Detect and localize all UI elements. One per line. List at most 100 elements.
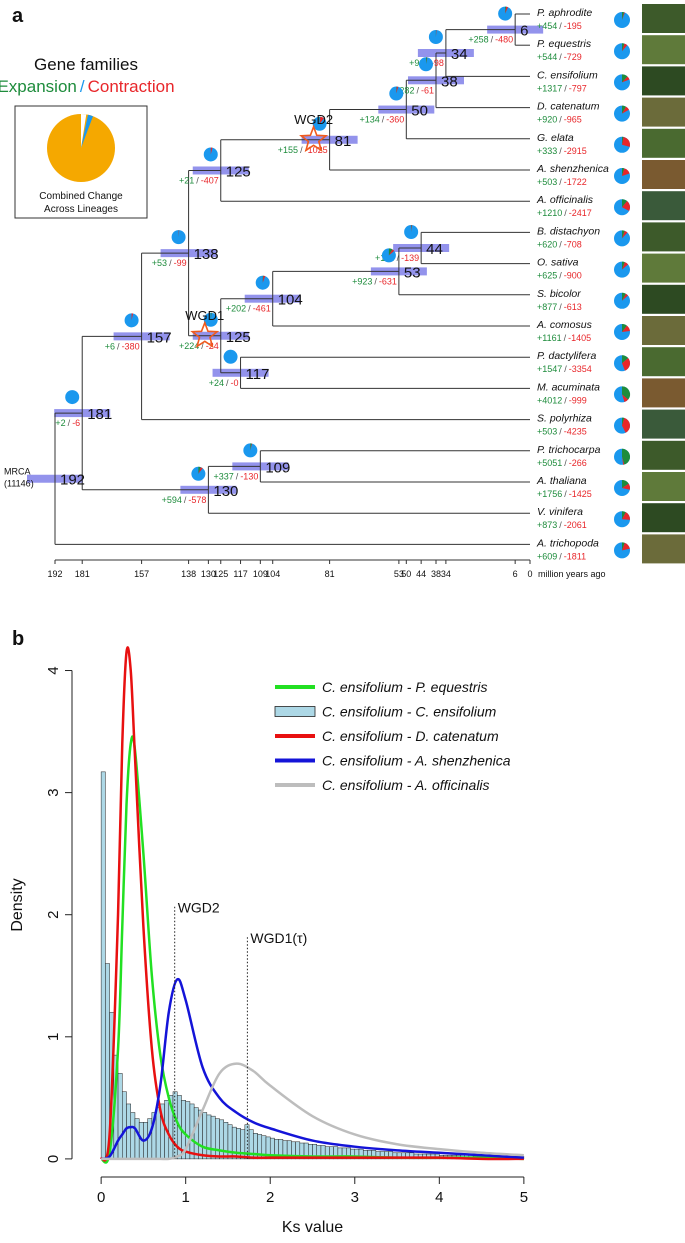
loss-label: -130 [240, 471, 258, 481]
separator: / [68, 418, 71, 428]
pie-slice [622, 200, 630, 211]
gain-label: +202 [226, 304, 246, 314]
species-photo [642, 4, 685, 33]
gain-label: +1756 [537, 489, 562, 499]
separator: / [559, 52, 562, 62]
change-label: +503/-1722 [537, 177, 587, 187]
loss-label: -3354 [569, 364, 592, 374]
species-photo [642, 222, 685, 252]
pie-slice [262, 275, 266, 283]
loss-label: -380 [122, 341, 140, 351]
legend-title: Gene families [34, 55, 138, 74]
change-label: +1756/-1425 [537, 489, 592, 499]
species-photo [642, 284, 685, 314]
legend-label: C. ensifolium - D. catenatum [322, 728, 499, 744]
species-photo [642, 191, 685, 221]
separator: / [564, 364, 567, 374]
separator: / [196, 175, 199, 185]
loss-label: -461 [253, 304, 271, 314]
separator: / [397, 253, 400, 263]
legend-label: C. ensifolium - A. shenzhenica [322, 753, 511, 769]
density-line [99, 646, 524, 1162]
loss-label: -4235 [564, 427, 587, 437]
species-name: A. thaliana [536, 475, 587, 487]
pie-slice [622, 262, 629, 270]
x-tick-label: 117 [233, 569, 247, 579]
loss-label: -578 [188, 495, 206, 505]
hist-bar [117, 1073, 123, 1160]
change-label: +544/-729 [537, 52, 582, 62]
species-name: P. equestris [537, 38, 592, 50]
separator: / [184, 495, 187, 505]
loss-label: -99 [174, 258, 187, 268]
hist-bar [122, 1091, 127, 1160]
pie-slice [622, 230, 628, 239]
loss-label: -195 [564, 21, 582, 31]
gain-label: +282 [394, 85, 414, 95]
hist-bar [202, 1112, 208, 1160]
separator: / [559, 520, 562, 530]
gain-label: +923 [352, 276, 372, 286]
x-tick-label: 50 [401, 569, 411, 579]
density-line [99, 735, 524, 1164]
gain-label: +1547 [537, 364, 562, 374]
species-name: A. shenzhenica [536, 163, 609, 175]
pie [243, 443, 258, 458]
loss-label: -2061 [564, 520, 587, 530]
pie-slice [131, 313, 134, 321]
hist-bar [215, 1118, 220, 1160]
pie-slice [319, 116, 321, 124]
pie-slice [622, 358, 630, 371]
change-label: +920/-965 [537, 115, 582, 125]
separator: / [300, 145, 303, 155]
change-label: +116/-139 [375, 253, 419, 263]
loss-label: -631 [379, 276, 397, 286]
change-label: +155/-1025 [278, 145, 328, 155]
hist-bar [130, 1112, 136, 1160]
pie-slice [622, 168, 630, 176]
separator: / [559, 146, 562, 156]
separator: / [169, 258, 172, 268]
pie-slice [388, 249, 395, 256]
pie-slice [622, 542, 625, 551]
species-name: A. comosus [536, 319, 593, 331]
pie-slice [622, 512, 630, 520]
legend-key: Expansion / Contraction [0, 77, 175, 96]
change-label: +24/-0 [209, 378, 239, 388]
pie-slice [622, 394, 629, 403]
loss-label: -61 [421, 85, 434, 95]
pie-slice [622, 448, 631, 465]
loss-label: -1405 [568, 333, 591, 343]
x-tick-label: 34 [441, 569, 451, 579]
pie-slice [622, 105, 626, 114]
branches [54, 13, 530, 545]
change-label: +625/-900 [537, 271, 582, 281]
pie-slice [622, 542, 630, 551]
y-tick-label: 2 [45, 911, 62, 919]
x-tick-label: 81 [325, 569, 335, 579]
x-tick-label: 38 [431, 569, 441, 579]
x-tick-label: 1 [182, 1189, 190, 1206]
node-age: 117 [246, 366, 270, 383]
change-label: +503/-4235 [537, 427, 587, 437]
separator: / [559, 239, 562, 249]
species-name: G. elata [537, 132, 574, 144]
x-tick-label: 104 [265, 569, 280, 579]
gain-label: +877 [537, 302, 557, 312]
x-tick-label: 0 [97, 1189, 105, 1206]
pie-slice [622, 511, 626, 520]
density-line [101, 1062, 524, 1161]
x-axis-label: Ks value [282, 1219, 343, 1236]
change-label: +134/-360 [359, 115, 404, 125]
pie-slice [622, 106, 629, 114]
loss-label: -999 [569, 395, 587, 405]
x-tick-label: 44 [416, 569, 426, 579]
change-label: +53/-99 [152, 258, 187, 268]
node-age: 192 [60, 472, 85, 489]
gain-label: +2 [55, 418, 65, 428]
pie-slice [210, 147, 213, 155]
species-photo [642, 97, 685, 127]
pie-slice [250, 443, 253, 451]
legend-label: C. ensifolium - P. equestris [322, 679, 487, 695]
pie-slice [622, 417, 625, 426]
